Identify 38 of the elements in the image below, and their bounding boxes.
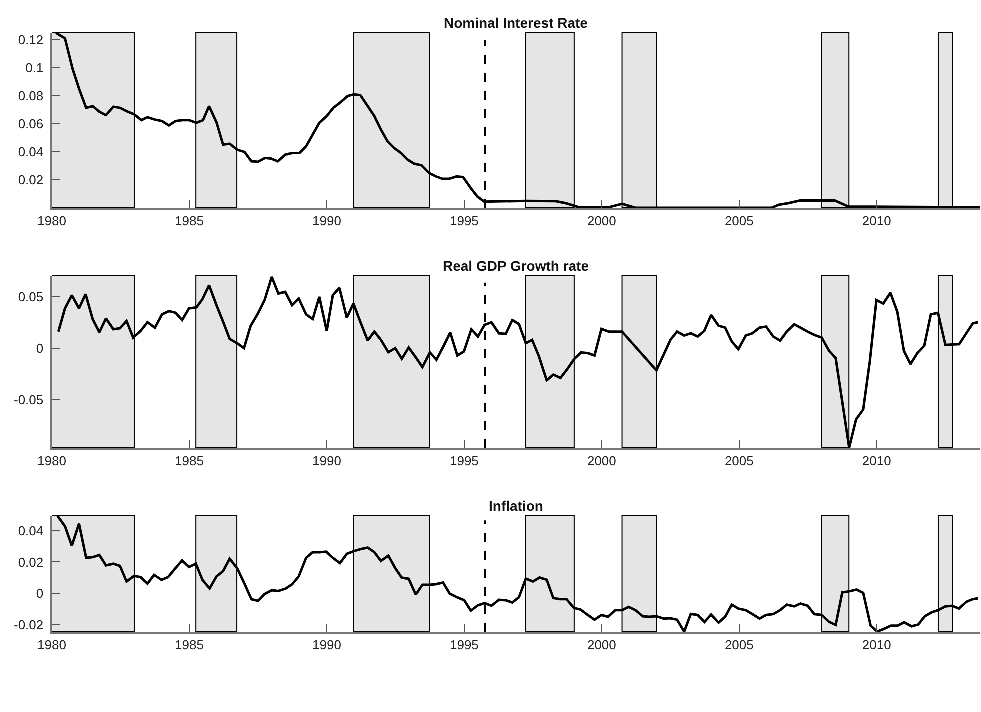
x-tick-label: 2005 [724, 453, 754, 468]
x-tick-label: 2005 [724, 213, 754, 228]
x-tick-label: 1985 [175, 453, 204, 468]
x-tick-label: 1995 [450, 453, 479, 468]
y-tick-label: 0.04 [18, 144, 44, 160]
chart-title: Real GDP Growth rate [443, 258, 590, 274]
chart-title: Nominal Interest Rate [444, 15, 588, 31]
x-tick-label: 2000 [587, 637, 616, 652]
y-tick-label: 0.08 [18, 88, 44, 104]
y-tick-label: -0.02 [14, 618, 44, 632]
x-tick-label: 2005 [724, 637, 754, 652]
x-tick-label: 1995 [450, 637, 479, 652]
x-tick-label: 2000 [587, 213, 616, 228]
y-tick-label: 0 [36, 586, 44, 602]
x-tick-label: 1980 [38, 637, 66, 652]
y-tick-label: 0.06 [18, 116, 44, 132]
x-tick-label: 2010 [862, 213, 892, 228]
y-tick-label: 0.02 [18, 172, 44, 188]
x-tick-label: 2000 [587, 453, 616, 468]
x-tick-label: 1980 [38, 213, 66, 228]
x-tick-label: 1990 [312, 213, 342, 228]
x-tick-label: 2010 [862, 453, 892, 468]
y-tick-label: 0.05 [18, 290, 44, 305]
x-tick-label: 1980 [38, 453, 66, 468]
y-tick-label: 0.04 [18, 523, 44, 538]
y-tick-label: 0.02 [18, 554, 44, 570]
x-tick-label: 1985 [175, 637, 204, 652]
y-tick-label: -0.05 [14, 392, 44, 408]
chart-title: Inflation [489, 498, 544, 514]
x-tick-label: 1985 [175, 213, 204, 228]
y-tick-label: 0 [36, 340, 44, 356]
x-tick-label: 1995 [450, 213, 479, 228]
x-tick-label: 1990 [312, 637, 342, 652]
x-tick-label: 2010 [862, 637, 892, 652]
x-tick-label: 1990 [312, 453, 342, 468]
line-series [54, 33, 980, 208]
y-tick-label: 0.1 [26, 60, 44, 76]
y-tick-label: 0.12 [18, 32, 44, 48]
